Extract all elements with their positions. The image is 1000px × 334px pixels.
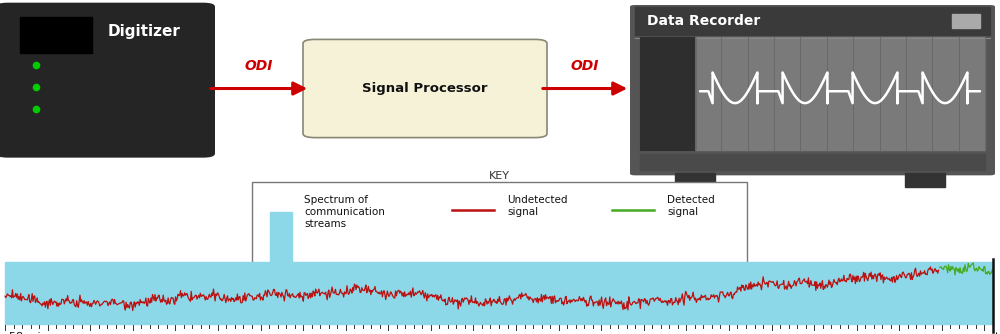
FancyBboxPatch shape — [303, 39, 547, 138]
Bar — [952, 14, 980, 28]
FancyBboxPatch shape — [630, 5, 995, 175]
FancyBboxPatch shape — [0, 3, 215, 158]
Text: Digitizer: Digitizer — [108, 24, 181, 39]
Bar — [905, 173, 945, 187]
Bar — [252, 182, 747, 282]
Text: Undetected
signal: Undetected signal — [507, 195, 568, 217]
Bar — [20, 17, 92, 53]
Text: Signal Processor: Signal Processor — [362, 82, 488, 95]
Text: Detected
signal: Detected signal — [667, 195, 715, 217]
Bar — [640, 154, 985, 170]
Text: Data Recorder: Data Recorder — [647, 14, 760, 28]
Bar — [635, 7, 990, 35]
Text: ODI: ODI — [571, 59, 599, 73]
Text: KEY: KEY — [489, 171, 510, 181]
Text: ODI: ODI — [245, 59, 273, 73]
Text: t = 0 min: t = 0 min — [995, 332, 1000, 334]
Bar — [270, 212, 292, 264]
Text: -58 min: -58 min — [5, 332, 48, 334]
Bar — [5, 262, 993, 324]
Text: Spectrum of
communication
streams: Spectrum of communication streams — [304, 195, 385, 228]
Bar — [640, 37, 985, 150]
Bar — [640, 37, 695, 150]
Bar — [675, 173, 715, 187]
